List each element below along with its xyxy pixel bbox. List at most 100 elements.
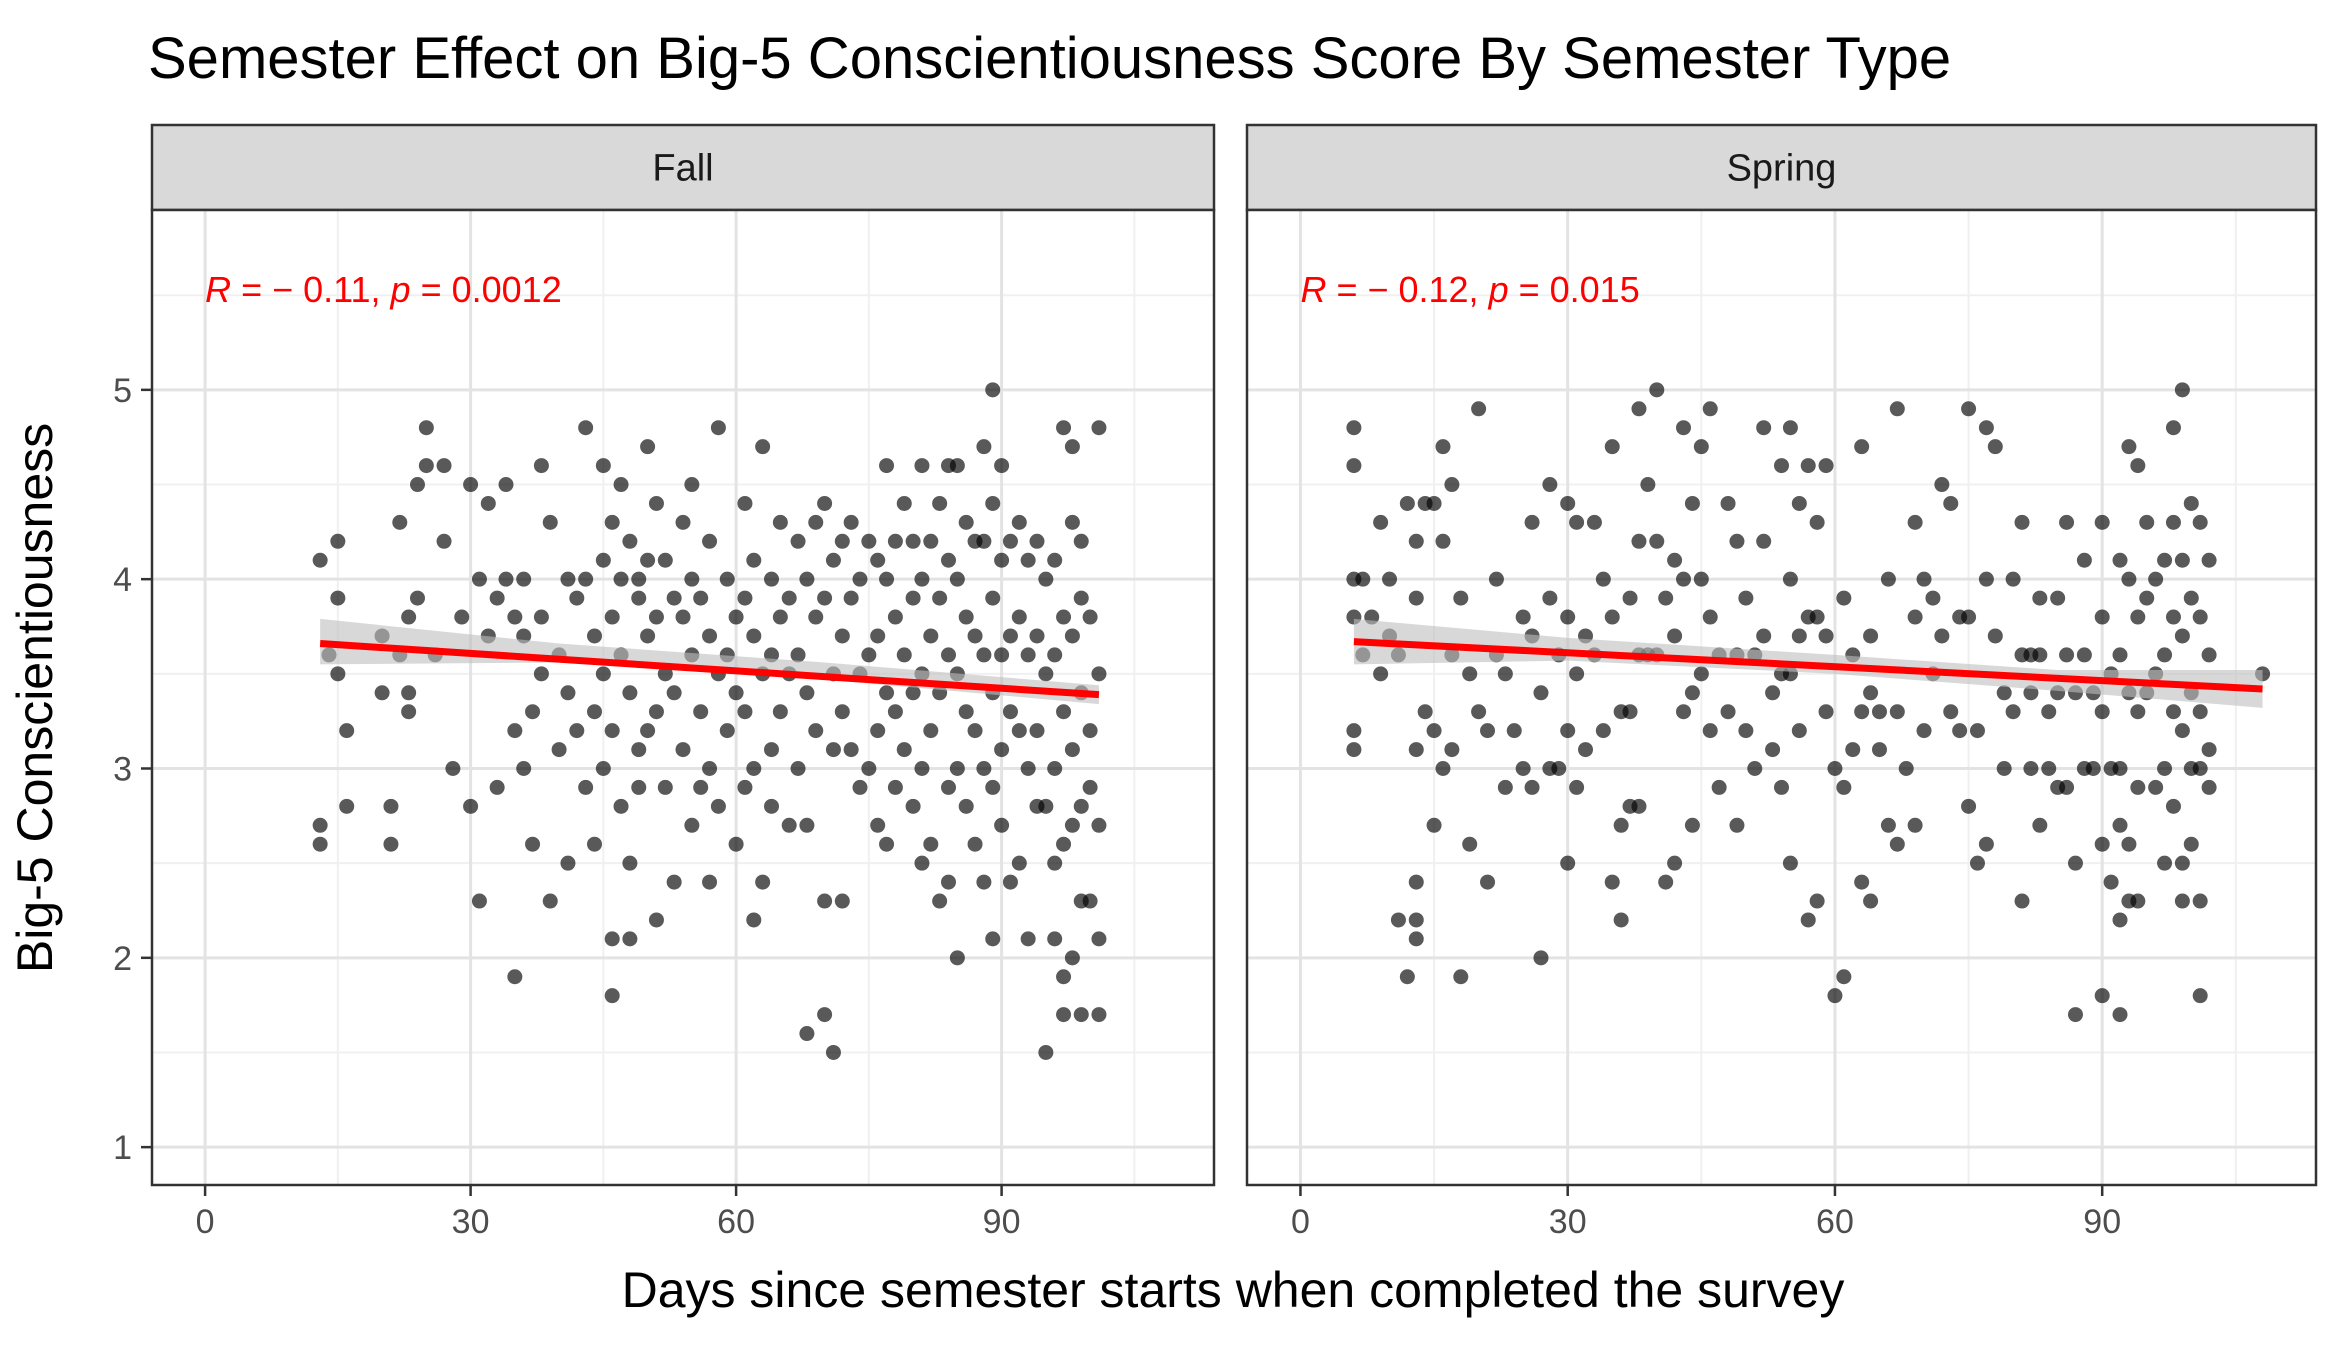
data-point [967, 628, 983, 644]
data-point [746, 552, 762, 568]
data-point [587, 704, 602, 720]
data-point [1800, 912, 1816, 928]
data-point [1836, 779, 1852, 795]
data-point [1836, 590, 1852, 606]
data-point [923, 723, 939, 739]
data-point [728, 685, 744, 701]
data-point [471, 893, 487, 909]
data-point [2157, 760, 2173, 776]
data-point [1435, 533, 1451, 549]
data-point [1604, 609, 1620, 625]
y-tick-label: 2 [113, 940, 132, 978]
data-point [1355, 571, 1371, 587]
data-point [622, 685, 638, 701]
data-point [2085, 760, 2101, 776]
data-point [1020, 931, 1036, 947]
data-point [728, 836, 744, 852]
data-point [1693, 571, 1709, 587]
data-point [781, 817, 797, 833]
data-point [1082, 779, 1098, 795]
data-point [887, 609, 903, 625]
data-point [1542, 477, 1558, 493]
data-point [817, 495, 833, 511]
data-point [2130, 779, 2146, 795]
data-point [1791, 723, 1807, 739]
data-point [1408, 742, 1424, 758]
data-point [949, 760, 965, 776]
data-point [985, 382, 1001, 398]
data-point [551, 742, 567, 758]
regression-line [319, 640, 1100, 699]
data-point [1969, 855, 1985, 871]
data-point [693, 704, 709, 720]
data-point [1809, 893, 1825, 909]
data-point [1720, 704, 1736, 720]
data-point [994, 552, 1010, 568]
data-point [976, 647, 992, 663]
data-point [436, 458, 452, 474]
data-point [1082, 893, 1098, 909]
data-point [604, 723, 620, 739]
data-point [887, 779, 903, 795]
data-point [914, 760, 930, 776]
data-point [941, 874, 956, 890]
data-point [2059, 779, 2075, 795]
data-point [640, 723, 656, 739]
data-point [330, 590, 346, 606]
data-point [1346, 742, 1362, 758]
data-point [1091, 666, 1107, 682]
data-point [746, 760, 762, 776]
data-point [1961, 401, 1977, 417]
data-point [578, 420, 594, 436]
data-point [764, 571, 779, 587]
data-point [2112, 912, 2128, 928]
data-point [1978, 420, 1994, 436]
data-point [1693, 666, 1709, 682]
data-point [1693, 439, 1709, 455]
data-point [631, 571, 647, 587]
data-point [666, 685, 682, 701]
data-point [410, 477, 425, 493]
data-point [1631, 533, 1647, 549]
data-point [967, 723, 983, 739]
data-point [896, 742, 912, 758]
data-point [2201, 779, 2217, 795]
data-point [1943, 495, 1959, 511]
data-point [932, 495, 948, 511]
x-tick-label: 0 [1291, 1203, 1310, 1241]
data-point [1056, 704, 1072, 720]
data-point [2112, 552, 2128, 568]
data-point [569, 723, 585, 739]
data-point [1560, 723, 1576, 739]
data-point [1613, 817, 1629, 833]
data-point [463, 798, 479, 814]
data-point [516, 571, 532, 587]
data-point [1667, 855, 1683, 871]
data-point [1916, 723, 1932, 739]
data-point [1889, 704, 1905, 720]
data-point [2157, 855, 2173, 871]
data-point [702, 628, 718, 644]
data-point [790, 647, 806, 663]
data-point [2076, 552, 2092, 568]
data-point [702, 874, 718, 890]
data-point [914, 458, 930, 474]
data-point [657, 666, 673, 682]
data-point [1827, 988, 1843, 1004]
data-point [693, 779, 709, 795]
data-point [1863, 685, 1879, 701]
data-point [1453, 590, 1469, 606]
data-point [958, 704, 974, 720]
data-point [1506, 723, 1522, 739]
data-point [1756, 628, 1772, 644]
data-point [852, 779, 868, 795]
data-point [914, 855, 930, 871]
data-point [2112, 647, 2128, 663]
data-point [737, 704, 753, 720]
data-point [1064, 514, 1080, 530]
data-point [312, 552, 328, 568]
data-point [1390, 912, 1406, 928]
data-point [949, 950, 965, 966]
data-point [1417, 704, 1433, 720]
x-tick-label: 90 [2083, 1203, 2121, 1241]
